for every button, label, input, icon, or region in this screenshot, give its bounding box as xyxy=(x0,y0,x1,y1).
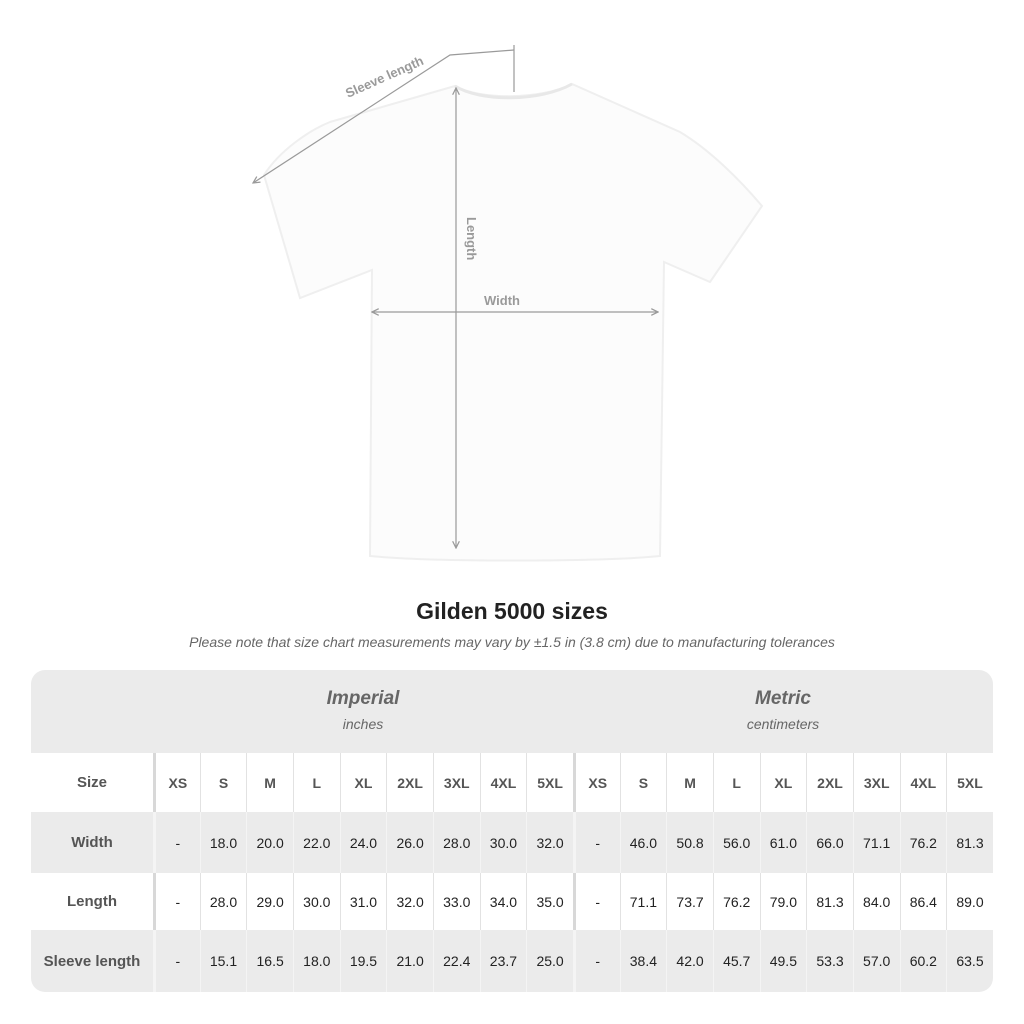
metric-title: Metric xyxy=(755,688,811,709)
imperial-value-cell: 23.7 xyxy=(479,930,527,992)
imperial-value-cell: 21.0 xyxy=(386,930,433,992)
metric-value-cell: 42.0 xyxy=(666,930,713,992)
imperial-size-header: S xyxy=(199,753,247,812)
imperial-size-header: L xyxy=(292,753,340,812)
metric-value-cell: 81.3 xyxy=(946,812,993,873)
sleeve-measure-line xyxy=(253,45,515,183)
row-label: Width xyxy=(71,834,113,851)
metric-size-header: XS xyxy=(572,753,620,812)
imperial-size-header: 3XL xyxy=(432,753,480,812)
imperial-size-header: 4XL xyxy=(479,753,527,812)
sleeve-label: Sleeve length xyxy=(343,53,426,101)
metric-value-cell: 50.8 xyxy=(666,812,713,873)
imperial-value-cell: 31.0 xyxy=(339,873,387,930)
metric-size-header: 3XL xyxy=(852,753,900,812)
metric-value-cell: 71.1 xyxy=(619,873,667,930)
metric-value-cell: 61.0 xyxy=(759,812,807,873)
metric-value-cell: 71.1 xyxy=(852,812,900,873)
imperial-value-cell: 22.4 xyxy=(432,930,480,992)
imperial-value-cell: 25.0 xyxy=(526,930,573,992)
metric-value-cell: 76.2 xyxy=(899,812,947,873)
imperial-value-cell: 24.0 xyxy=(339,812,387,873)
metric-value-cell: - xyxy=(572,873,620,930)
metric-unit: centimeters xyxy=(746,716,820,732)
size-table: Imperial inches Metric centimeters Size X… xyxy=(31,670,993,992)
imperial-value-cell: 28.0 xyxy=(432,812,480,873)
imperial-value-cell: - xyxy=(153,812,200,873)
imperial-value-cell: 33.0 xyxy=(432,873,480,930)
metric-value-cell: 45.7 xyxy=(712,930,760,992)
metric-size-header: L xyxy=(712,753,760,812)
metric-value-cell: 38.4 xyxy=(619,930,667,992)
imperial-size-header: XL xyxy=(339,753,387,812)
metric-value-cell: 56.0 xyxy=(712,812,760,873)
metric-value-cell: 46.0 xyxy=(619,812,667,873)
metric-size-header: M xyxy=(666,753,713,812)
metric-value-cell: 49.5 xyxy=(759,930,807,992)
metric-value-cell: 60.2 xyxy=(899,930,947,992)
metric-value-cell: - xyxy=(572,812,620,873)
metric-value-cell: - xyxy=(572,930,620,992)
metric-value-cell: 84.0 xyxy=(852,873,900,930)
imperial-value-cell: 32.0 xyxy=(526,812,573,873)
imperial-size-header: M xyxy=(246,753,293,812)
imperial-value-cell: 32.0 xyxy=(386,873,433,930)
imperial-value-cell: 20.0 xyxy=(246,812,293,873)
imperial-size-header: XS xyxy=(153,753,200,812)
imperial-value-cell: - xyxy=(153,873,200,930)
row-label: Length xyxy=(67,893,117,910)
imperial-value-cell: 22.0 xyxy=(292,812,340,873)
imperial-value-cell: 16.5 xyxy=(246,930,293,992)
metric-value-cell: 73.7 xyxy=(666,873,713,930)
imperial-value-cell: 26.0 xyxy=(386,812,433,873)
imperial-value-cell: 35.0 xyxy=(526,873,573,930)
imperial-value-cell: 19.5 xyxy=(339,930,387,992)
metric-value-cell: 66.0 xyxy=(806,812,853,873)
metric-value-cell: 76.2 xyxy=(712,873,760,930)
unit-header: Imperial inches Metric centimeters xyxy=(31,670,993,753)
tshirt-shape xyxy=(262,82,764,562)
page-title: Gilden 5000 sizes xyxy=(416,598,608,624)
imperial-value-cell: 34.0 xyxy=(479,873,527,930)
length-label: Length xyxy=(464,217,479,260)
imperial-value-cell: 29.0 xyxy=(246,873,293,930)
metric-value-cell: 57.0 xyxy=(852,930,900,992)
imperial-title: Imperial xyxy=(326,688,400,709)
imperial-unit: inches xyxy=(342,716,384,732)
row-label: Size xyxy=(76,774,107,791)
tshirt-diagram: Sleeve length Length Width xyxy=(0,45,764,562)
metric-size-header: 2XL xyxy=(806,753,853,812)
imperial-value-cell: - xyxy=(153,930,200,992)
tolerance-note: Please note that size chart measurements… xyxy=(189,634,835,650)
metric-value-cell: 81.3 xyxy=(806,873,853,930)
imperial-group: Imperial inches xyxy=(153,670,573,732)
row-label: Sleeve length xyxy=(43,952,141,970)
metric-size-header: S xyxy=(619,753,667,812)
imperial-value-cell: 18.0 xyxy=(199,812,247,873)
metric-value-cell: 79.0 xyxy=(759,873,807,930)
metric-value-cell: 89.0 xyxy=(946,873,993,930)
imperial-value-cell: 30.0 xyxy=(292,873,340,930)
imperial-value-cell: 28.0 xyxy=(199,873,247,930)
imperial-size-header: 5XL xyxy=(526,753,573,812)
imperial-value-cell: 15.1 xyxy=(199,930,247,992)
metric-value-cell: 53.3 xyxy=(806,930,853,992)
imperial-value-cell: 18.0 xyxy=(292,930,340,992)
table-row: Length -28.0 29.0 30.0 31.0 32.0 33.0 34.0 35.0-… xyxy=(31,873,993,930)
imperial-value-cell: 30.0 xyxy=(479,812,527,873)
metric-group: Metric centimeters xyxy=(573,670,993,732)
size-header-row: Size XS S M L XL 2XL 3XL 4XL 5XL XS S M L XL 2XL 3XL 4XL 5… xyxy=(31,753,993,812)
width-label: Width xyxy=(484,293,520,308)
table-row: Width -18.0 20.0 22.0 24.0 26.0 28.0 30.0 32.0-4… xyxy=(31,812,993,873)
imperial-size-header: 2XL xyxy=(386,753,433,812)
metric-value-cell: 63.5 xyxy=(946,930,993,992)
metric-value-cell: 86.4 xyxy=(899,873,947,930)
metric-size-header: XL xyxy=(759,753,807,812)
metric-size-header: 4XL xyxy=(899,753,947,812)
table-row: Sleeve length -15.1 16.5 18.0 19.5 21.0 22.4 23… xyxy=(31,930,993,992)
metric-size-header: 5XL xyxy=(946,753,993,812)
